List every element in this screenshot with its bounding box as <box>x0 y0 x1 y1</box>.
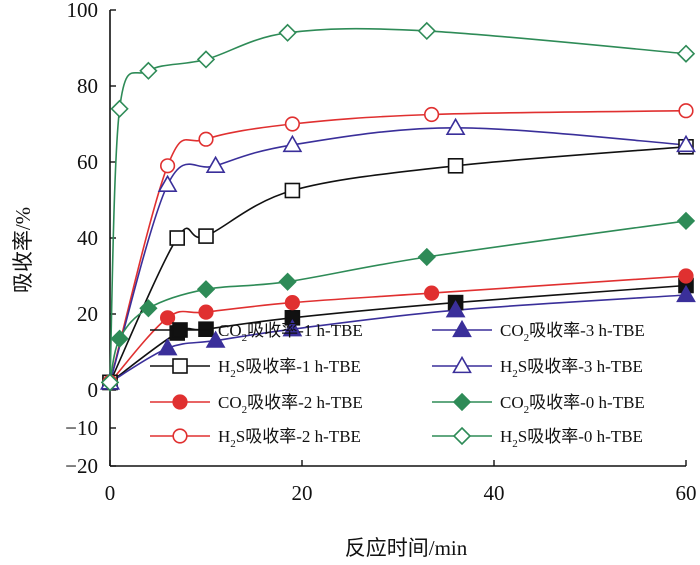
legend-marker <box>452 355 472 374</box>
data-point-s2-3 <box>284 295 301 311</box>
data-point-s4-1 <box>157 338 178 356</box>
y-tick-label: 80 <box>77 74 98 98</box>
y-tick-label: −10 <box>65 416 98 440</box>
data-point-s7-1 <box>110 99 129 118</box>
data-point-s6-6 <box>676 211 696 231</box>
data-point-s4-3 <box>282 319 303 337</box>
data-point-s4-4 <box>445 300 466 318</box>
legend-item-3: H2S吸收率-2 h-TBE <box>150 427 361 450</box>
legend-marker <box>452 426 472 446</box>
data-point-s6-2 <box>139 299 158 318</box>
legend-label: H2S吸收率-0 h-TBE <box>500 427 643 450</box>
data-point-s1-3 <box>284 182 301 199</box>
data-point-s7-5 <box>417 21 436 41</box>
legend-label: H2S吸收率-1 h-TBE <box>218 357 361 380</box>
data-point-s6-1 <box>110 329 129 348</box>
legend-item-7: H2S吸收率-0 h-TBE <box>432 426 643 450</box>
y-tick-label: 0 <box>88 378 99 402</box>
data-point-s7-6 <box>676 44 696 63</box>
legend-item-4: CO2吸收率-3 h-TBE <box>432 319 645 344</box>
x-tick-label: 20 <box>292 481 313 505</box>
data-point-s5-2 <box>205 155 226 173</box>
data-point-s2-1 <box>160 310 176 326</box>
x-tick-label: 0 <box>105 481 116 505</box>
data-point-s5-5 <box>676 134 696 153</box>
data-point-s5-3 <box>282 134 303 153</box>
y-tick-label: −20 <box>65 454 98 478</box>
legend-label: H2S吸收率-2 h-TBE <box>218 427 361 450</box>
axes: −20 −10 0 20 40 60 80 100 0 20 40 60 <box>65 0 696 505</box>
x-tick-label: 40 <box>484 481 505 505</box>
data-point-s6-5 <box>417 247 436 267</box>
data-point-s4-5 <box>676 284 696 303</box>
y-axis-title: 吸收率/% <box>11 207 35 293</box>
legend-marker <box>172 394 188 410</box>
series-line-3 <box>109 109 687 383</box>
data-point-s6-3 <box>196 280 216 299</box>
legend-marker <box>172 428 188 444</box>
data-point-s3-5 <box>678 103 694 119</box>
data-point-s2-4 <box>424 285 440 301</box>
legend-item-2: CO2吸收率-2 h-TBE <box>150 393 363 416</box>
legend-label: CO2吸收率-1 h-TBE <box>218 321 363 344</box>
data-point-s1-4 <box>447 158 464 174</box>
x-tick-label: 60 <box>676 481 697 505</box>
data-point-s1-2 <box>198 228 214 244</box>
data-point-s5-4 <box>445 117 466 135</box>
legend-marker <box>452 319 472 338</box>
legend-item-5: H2S吸收率-3 h-TBE <box>432 355 643 380</box>
data-point-s3-4 <box>424 106 440 123</box>
y-tick-label: 40 <box>77 226 98 250</box>
legend-label: H2S吸收率-3 h-TBE <box>500 357 643 380</box>
legend-label: CO2吸收率-0 h-TBE <box>500 393 645 416</box>
data-point-s2-2 <box>198 304 214 320</box>
series-line-5 <box>109 126 687 383</box>
y-tick-label: 20 <box>77 302 98 326</box>
data-point-s7-3 <box>196 50 216 69</box>
legend-marker <box>172 322 188 338</box>
y-tick-label: 100 <box>67 0 99 22</box>
legend-item-0: CO2吸收率-1 h-TBE <box>150 321 363 344</box>
data-point-s5-1 <box>157 174 178 192</box>
data-point-s4-2 <box>205 330 226 348</box>
data-point-s1-1 <box>169 230 185 246</box>
legend-item-1: H2S吸收率-1 h-TBE <box>150 357 361 380</box>
legend-label: CO2吸收率-3 h-TBE <box>500 321 645 344</box>
data-point-s7-4 <box>278 23 297 42</box>
series-line-1 <box>109 146 687 383</box>
data-point-s6-4 <box>278 272 297 291</box>
data-point-s7-0 <box>100 373 120 392</box>
legend-label: CO2吸收率-2 h-TBE <box>218 393 363 416</box>
y-tick-label: 60 <box>77 150 98 174</box>
data-point-s3-3 <box>284 116 301 132</box>
series-line-6 <box>109 220 687 383</box>
legend: CO2吸收率-1 h-TBE CO2吸收率-3 h-TBE H2S吸收率-1 h-T… <box>150 319 645 450</box>
series-markers <box>100 21 696 392</box>
data-point-s3-2 <box>198 131 214 147</box>
legend-marker <box>172 358 188 374</box>
data-point-s3-1 <box>160 158 176 174</box>
data-point-s7-2 <box>139 61 158 80</box>
legend-marker <box>452 392 472 412</box>
x-axis-title: 反应时间/min <box>345 536 468 560</box>
data-point-s2-5 <box>678 268 694 284</box>
legend-item-6: CO2吸收率-0 h-TBE <box>432 392 645 416</box>
